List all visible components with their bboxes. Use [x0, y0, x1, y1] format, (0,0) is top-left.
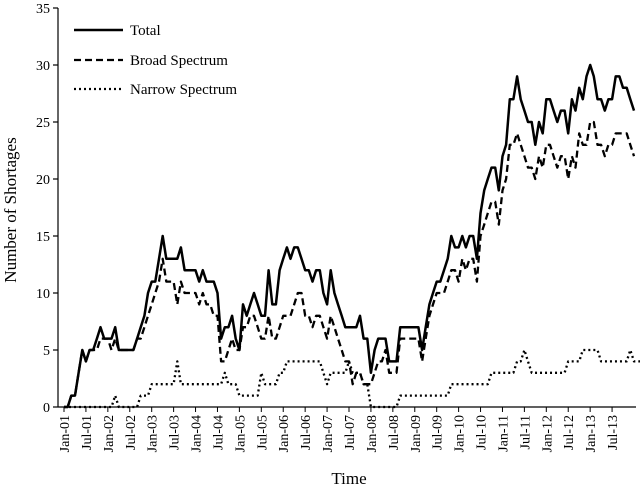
y-tick-label: 25 [36, 116, 50, 131]
y-tick-label: 5 [43, 344, 50, 359]
y-ticks: 0 5 10 15 20 25 30 35 [36, 2, 58, 416]
x-axis-title: Time [331, 469, 366, 488]
y-tick-label: 30 [36, 59, 50, 74]
x-tick-label: Jul-08 [387, 415, 402, 450]
x-tick-label: Jul-03 [168, 415, 183, 450]
x-tick-label: Jan-03 [146, 415, 161, 452]
axes [57, 8, 636, 408]
x-tick-label: Jan-10 [453, 415, 468, 452]
x-tick-label: Jul-12 [562, 415, 577, 450]
x-tick-label: Jul-02 [124, 415, 139, 450]
x-tick-label: Jul-07 [343, 415, 358, 450]
x-tick-label: Jul-09 [431, 415, 446, 450]
y-tick-label: 15 [36, 230, 50, 245]
x-tick-label: Jan-08 [365, 415, 380, 452]
series-line-total [64, 63, 636, 409]
x-tick-label: Jul-10 [475, 415, 490, 450]
x-tick-label: Jan-11 [496, 415, 511, 452]
x-tick-label: Jul-13 [606, 415, 621, 450]
x-tick-label: Jan-05 [233, 415, 248, 452]
y-tick-label: 35 [36, 2, 50, 17]
x-ticks: Jan-01 Jul-01 Jan-02 Jul-02 Jan-03 Jul-03 Jan-… [58, 407, 621, 452]
y-tick-label: 20 [36, 173, 50, 188]
x-tick-label: Jul-06 [299, 415, 314, 450]
legend-label-narrow-spectrum: Narrow Spectrum [130, 82, 237, 98]
series-line-broad-spectrum [64, 120, 636, 409]
x-tick-label: Jan-09 [409, 415, 424, 452]
series-line-narrow-spectrum [64, 348, 640, 409]
legend-label-total: Total [130, 23, 161, 39]
y-axis-title: Number of Shortages [1, 137, 20, 282]
legend: Total Broad Spectrum Narrow Spectrum [74, 23, 237, 98]
y-tick-label: 10 [36, 287, 50, 302]
legend-label-broad-spectrum: Broad Spectrum [130, 53, 228, 69]
x-tick-label: Jan-04 [190, 415, 205, 452]
x-tick-label: Jul-11 [518, 415, 533, 449]
x-tick-label: Jan-01 [58, 415, 73, 452]
x-tick-label: Jul-05 [255, 415, 270, 450]
x-tick-label: Jan-07 [321, 415, 336, 452]
x-tick-label: Jul-01 [80, 415, 95, 450]
x-tick-label: Jan-12 [540, 415, 555, 452]
x-tick-label: Jan-02 [102, 415, 117, 452]
x-tick-label: Jan-13 [584, 415, 599, 452]
x-tick-label: Jan-06 [277, 415, 292, 452]
y-tick-label: 0 [43, 401, 50, 416]
x-tick-label: Jul-04 [211, 415, 226, 450]
series-lines [64, 63, 640, 409]
